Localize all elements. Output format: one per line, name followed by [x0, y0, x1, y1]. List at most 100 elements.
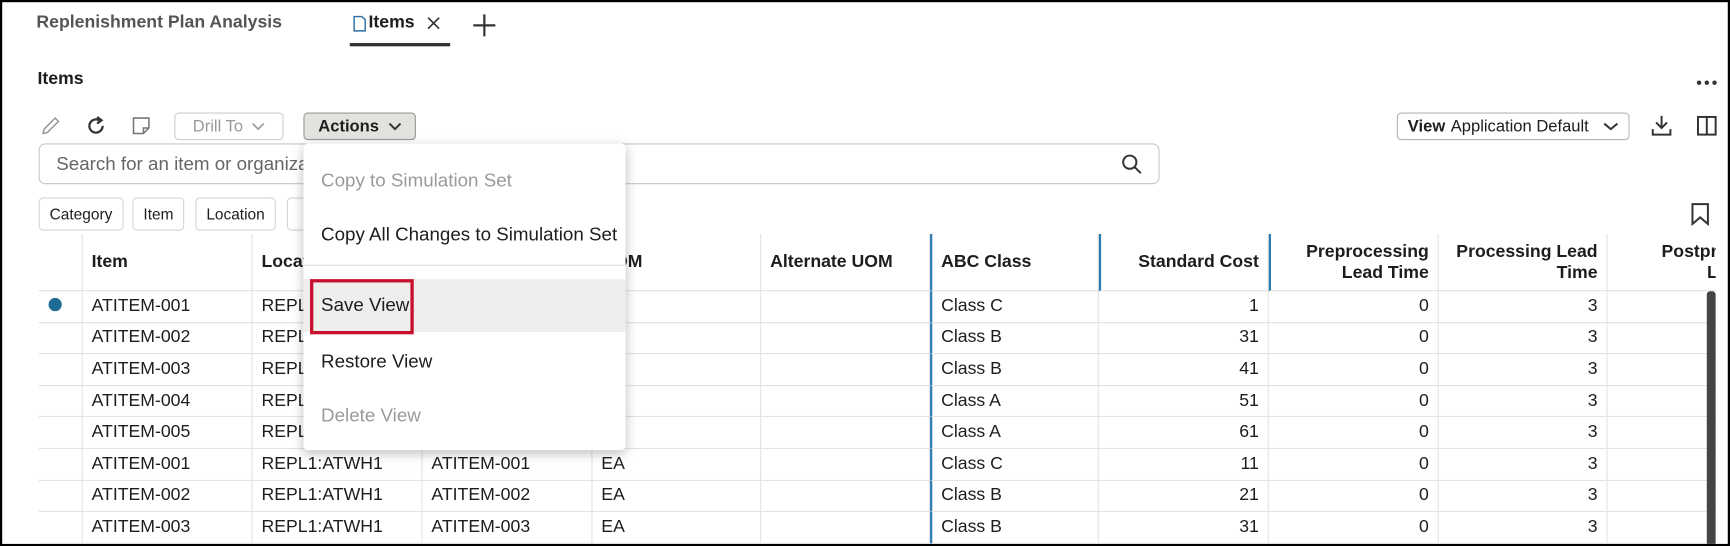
table-cell: 3 [1438, 322, 1608, 355]
column-header[interactable]: Preprocessing Lead Time [1268, 233, 1439, 292]
table-cell [761, 291, 931, 323]
table-cell [761, 512, 931, 544]
table-cell: 31 [1098, 512, 1269, 544]
table-cell [761, 417, 931, 450]
scrollbar[interactable] [1706, 291, 1716, 544]
menu-item[interactable]: Save View [303, 279, 626, 333]
table-cell: REPL1:ATWH1 [252, 480, 423, 513]
table-cell: 3 [1438, 385, 1608, 418]
table-cell: Class B [930, 512, 1099, 544]
table-cell [1607, 449, 1716, 481]
table-cell [1607, 481, 1716, 513]
table-cell: 31 [1098, 322, 1269, 355]
close-tab[interactable] [427, 17, 440, 30]
table-cell: 0 [1268, 480, 1439, 513]
table-cell: 0 [1268, 385, 1439, 418]
table-cell: 0 [1268, 417, 1439, 450]
edit-icon[interactable] [40, 115, 62, 137]
column-header[interactable]: Item [82, 233, 253, 292]
table-cell [761, 354, 931, 386]
column-header[interactable]: ABC Class [930, 233, 1099, 292]
row-selector[interactable] [38, 354, 83, 386]
table-cell: Class A [930, 385, 1099, 418]
row-selector[interactable] [38, 449, 83, 481]
table-cell: REPL1:ATWH1 [252, 512, 423, 544]
table-cell: 41 [1098, 354, 1269, 386]
table-cell: 21 [1098, 480, 1269, 513]
table-cell [592, 291, 762, 323]
table-cell: ATITEM-002 [422, 480, 593, 513]
drill-to-label: Drill To [192, 116, 244, 136]
menu-item[interactable]: Restore View [321, 350, 433, 372]
download-icon[interactable] [1649, 114, 1673, 138]
drill-to-button[interactable]: Drill To [174, 112, 284, 141]
table-cell: ATITEM-003 [82, 512, 253, 544]
table-cell: ATITEM-005 [82, 417, 253, 450]
table-cell: 0 [1268, 449, 1439, 481]
table-cell: REPL1:ATWH1 [252, 449, 423, 481]
actions-button[interactable]: Actions [303, 112, 416, 141]
table-cell: 3 [1438, 449, 1608, 481]
table-cell [1607, 354, 1716, 386]
table-cell [761, 449, 931, 481]
column-header[interactable]: Postprocessing Lead Time [1607, 234, 1716, 292]
view-selector[interactable]: View Application Default [1396, 112, 1630, 141]
menu-item: Copy to Simulation Set [321, 169, 512, 191]
table-cell [592, 385, 762, 418]
table-cell: 0 [1268, 512, 1439, 544]
doc-icon [353, 15, 366, 32]
table-cell: ATITEM-003 [82, 354, 253, 386]
table-cell: 3 [1438, 480, 1608, 513]
bookmark-icon[interactable] [1689, 202, 1711, 227]
filter-chip[interactable]: Category [38, 197, 124, 231]
table-cell: Class B [930, 322, 1099, 355]
column-header[interactable]: Processing Lead Time [1438, 233, 1608, 292]
table-cell: ATITEM-001 [82, 449, 253, 481]
table-cell [592, 354, 762, 386]
row-selector[interactable] [38, 385, 83, 418]
filter-chip[interactable]: Item [132, 197, 185, 231]
table-cell: Class C [930, 291, 1099, 323]
menu-item[interactable]: Copy All Changes to Simulation Set [321, 223, 618, 245]
panel-title: Items [37, 69, 84, 89]
add-tab[interactable] [472, 13, 496, 37]
table-cell [761, 480, 931, 513]
panel-icon[interactable] [1696, 115, 1718, 137]
actions-label: Actions [318, 116, 379, 136]
table-cell: EA [592, 449, 762, 481]
header-cell [38, 233, 83, 292]
more-icon[interactable] [1696, 79, 1718, 86]
active-tab[interactable]: Items [368, 13, 415, 32]
table-cell: EA [592, 480, 762, 513]
table-cell: 3 [1438, 354, 1608, 386]
table-cell: Class A [930, 417, 1099, 450]
note-icon[interactable] [130, 115, 152, 137]
filter-chip[interactable]: Location [195, 197, 276, 231]
row-selector[interactable] [38, 291, 83, 323]
table-cell: ATITEM-002 [82, 480, 253, 513]
column-header[interactable]: Standard Cost [1098, 233, 1269, 292]
row-selector[interactable] [38, 322, 83, 355]
table-cell [1607, 291, 1716, 323]
search-icon[interactable] [1121, 153, 1143, 175]
table-cell: 3 [1438, 291, 1608, 323]
tab-underline [349, 43, 451, 47]
table-cell: 51 [1098, 385, 1269, 418]
highlight-box [310, 279, 414, 335]
row-selector[interactable] [38, 480, 83, 513]
row-selector[interactable] [38, 512, 83, 544]
selected-row-indicator [48, 297, 62, 312]
table-cell: ATITEM-004 [82, 385, 253, 418]
refresh-icon[interactable] [85, 115, 107, 137]
view-name: Application Default [1450, 116, 1589, 136]
menu-item: Delete View [321, 404, 421, 426]
row-selector[interactable] [38, 417, 83, 450]
table-cell: ATITEM-003 [422, 512, 593, 544]
chevron [388, 122, 401, 130]
table-cell [1607, 417, 1716, 450]
column-header[interactable]: Alternate UOM [761, 233, 931, 292]
table-cell: ATITEM-001 [82, 291, 253, 323]
app-tab[interactable]: Replenishment Plan Analysis [36, 13, 282, 32]
